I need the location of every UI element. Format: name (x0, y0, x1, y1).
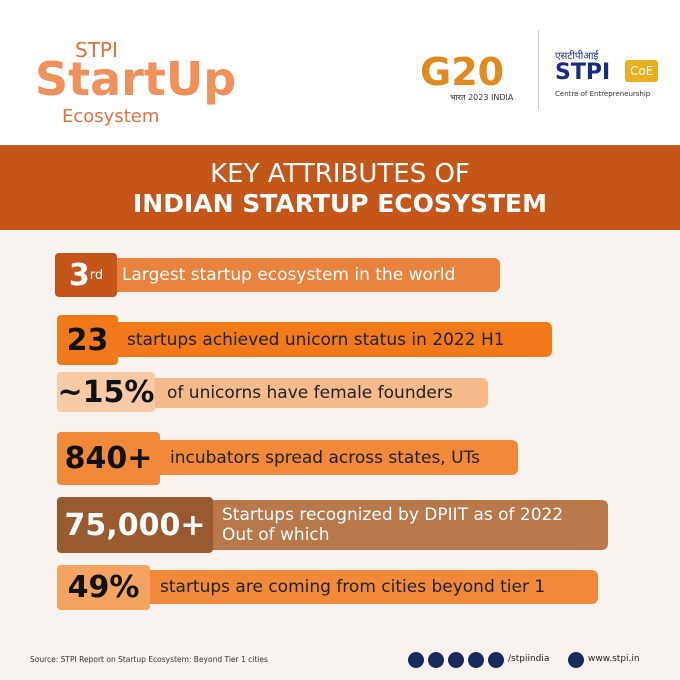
item-text: Startups recognized by DPIIT as of 2022 (222, 505, 564, 525)
stpi-hindi: एसटीपीआई (555, 51, 599, 62)
brand-top: STPI (75, 38, 118, 62)
figure-box: 840+ (57, 432, 160, 485)
social-handle[interactable]: /stpiindia (508, 654, 550, 664)
figure-sup: rd (89, 267, 104, 283)
instagram-icon[interactable] (448, 652, 464, 668)
figure-box: ~15% (57, 372, 155, 412)
item-text-box: of unicorns have female founders (155, 378, 488, 408)
item-text-box: startups are coming from cities beyond t… (148, 570, 598, 604)
coe-badge: CoE (625, 60, 659, 82)
brand-sub: Ecosystem (62, 106, 160, 127)
figure-box: 75,000+ (57, 497, 213, 553)
g20-caption: भारत 2023 INDIA (450, 93, 514, 102)
item-text-box: Largest startup ecosystem in the world (110, 258, 500, 292)
source: Source: STPI Report on Startup Ecosystem… (30, 655, 268, 664)
coe-caption: Centre of Entrepreneurship (555, 90, 651, 98)
twitter-icon[interactable] (428, 652, 444, 668)
web-icon (568, 652, 584, 668)
figure: 3 (68, 257, 90, 293)
item-text: startups are coming from cities beyond t… (160, 577, 546, 597)
item-text: Out of which (222, 525, 330, 545)
website[interactable]: www.stpi.in (588, 654, 640, 664)
g20-logo: G20 (420, 50, 505, 94)
item-text-box: incubators spread across states, UTs (158, 440, 518, 475)
banner: KEY ATTRIBUTES OF INDIAN STARTUP ECOSYST… (0, 145, 680, 230)
facebook-icon[interactable] (408, 652, 424, 668)
figure-box: 49% (57, 565, 150, 610)
item-text-box: Startups recognized by DPIIT as of 2022 O… (210, 500, 608, 550)
banner-line1: KEY ATTRIBUTES OF (210, 159, 470, 189)
item-text: startups achieved unicorn status in 2022… (127, 329, 505, 350)
figure-box: 23 (57, 315, 118, 365)
divider (538, 30, 539, 110)
stpi-logo: STPI (555, 60, 611, 85)
header (0, 0, 680, 145)
item-text-box: startups achieved unicorn status in 2022… (115, 322, 552, 357)
item-text: Largest startup ecosystem in the world (122, 265, 456, 285)
banner-line2: INDIAN STARTUP ECOSYSTEM (132, 189, 548, 218)
item-text: incubators spread across states, UTs (170, 447, 480, 468)
youtube-icon[interactable] (468, 652, 484, 668)
linkedin-icon[interactable] (488, 652, 504, 668)
item-text: of unicorns have female founders (167, 383, 453, 403)
brand-main: StartUp (35, 52, 237, 106)
